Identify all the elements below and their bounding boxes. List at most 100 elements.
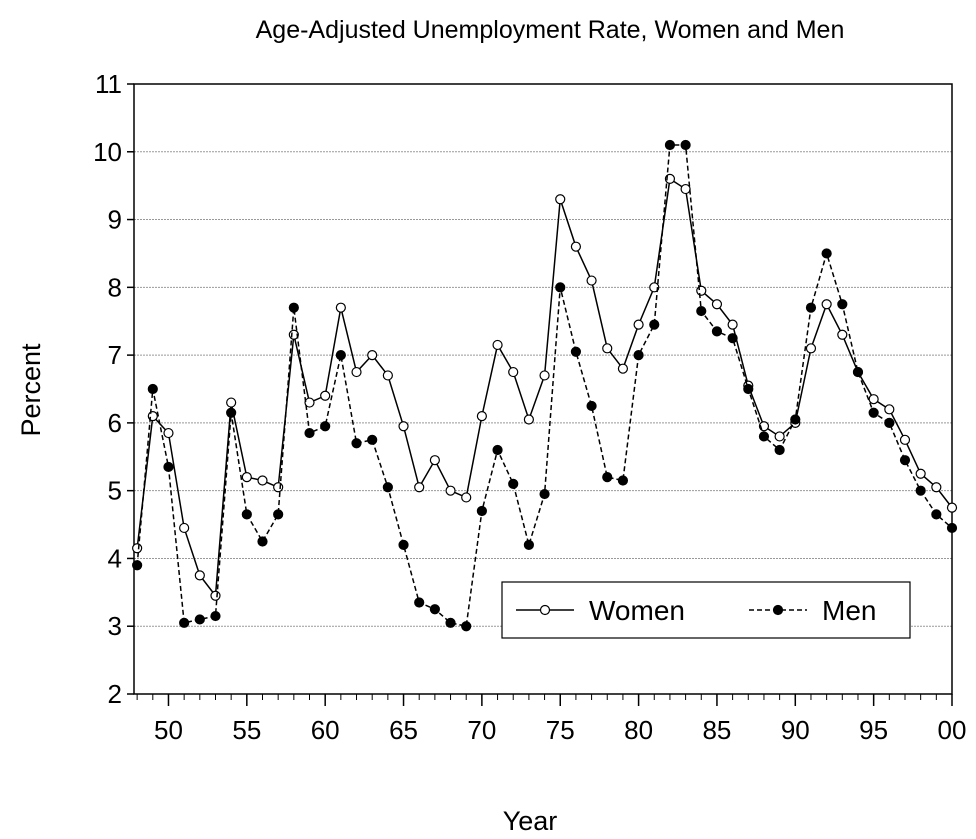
point bbox=[211, 591, 220, 600]
x-tick-label: 75 bbox=[546, 715, 575, 745]
point bbox=[932, 483, 941, 492]
point bbox=[885, 405, 894, 414]
legend: Women Men bbox=[502, 582, 910, 638]
point bbox=[634, 351, 643, 360]
point bbox=[571, 242, 580, 251]
point bbox=[712, 327, 721, 336]
point bbox=[227, 408, 236, 417]
point bbox=[556, 283, 565, 292]
point bbox=[180, 523, 189, 532]
point bbox=[430, 605, 439, 614]
point bbox=[618, 476, 627, 485]
point bbox=[838, 300, 847, 309]
point bbox=[493, 340, 502, 349]
point bbox=[195, 615, 204, 624]
point bbox=[822, 300, 831, 309]
point bbox=[352, 368, 361, 377]
y-tick-label: 6 bbox=[108, 408, 122, 438]
point bbox=[164, 429, 173, 438]
point bbox=[587, 401, 596, 410]
point bbox=[415, 483, 424, 492]
point bbox=[791, 415, 800, 424]
point bbox=[916, 486, 925, 495]
point bbox=[274, 510, 283, 519]
point bbox=[289, 303, 298, 312]
point bbox=[916, 469, 925, 478]
legend-label: Women bbox=[589, 595, 685, 626]
x-tick-label: 95 bbox=[859, 715, 888, 745]
point bbox=[806, 303, 815, 312]
y-tick-label: 3 bbox=[108, 611, 122, 641]
point bbox=[321, 422, 330, 431]
point bbox=[603, 344, 612, 353]
x-tick-label: 90 bbox=[781, 715, 810, 745]
point bbox=[948, 503, 957, 512]
x-tick-label: 70 bbox=[467, 715, 496, 745]
point bbox=[383, 371, 392, 380]
point bbox=[180, 618, 189, 627]
point bbox=[133, 544, 142, 553]
point bbox=[634, 320, 643, 329]
point bbox=[900, 456, 909, 465]
point bbox=[744, 385, 753, 394]
x-tick-label: 00 bbox=[938, 715, 967, 745]
point bbox=[399, 422, 408, 431]
legend-label: Men bbox=[822, 595, 876, 626]
point bbox=[430, 456, 439, 465]
point bbox=[948, 523, 957, 532]
y-tick-label: 10 bbox=[93, 137, 122, 167]
y-tick-label: 9 bbox=[108, 205, 122, 235]
point bbox=[697, 286, 706, 295]
y-tick-label: 5 bbox=[108, 476, 122, 506]
point bbox=[462, 622, 471, 631]
point bbox=[806, 344, 815, 353]
point bbox=[368, 435, 377, 444]
x-tick-label: 60 bbox=[311, 715, 340, 745]
y-tick-label: 2 bbox=[108, 679, 122, 709]
point bbox=[571, 347, 580, 356]
point bbox=[242, 473, 251, 482]
legend-marker bbox=[774, 606, 783, 615]
point bbox=[415, 598, 424, 607]
point bbox=[148, 385, 157, 394]
point bbox=[728, 320, 737, 329]
point bbox=[524, 540, 533, 549]
point bbox=[885, 418, 894, 427]
point bbox=[587, 276, 596, 285]
point bbox=[650, 320, 659, 329]
chart-title: Age-Adjusted Unemployment Rate, Women an… bbox=[256, 16, 845, 44]
point bbox=[540, 371, 549, 380]
point bbox=[258, 476, 267, 485]
point bbox=[477, 412, 486, 421]
point bbox=[446, 618, 455, 627]
x-tick-label: 85 bbox=[702, 715, 731, 745]
point bbox=[227, 398, 236, 407]
point bbox=[336, 303, 345, 312]
point bbox=[869, 408, 878, 417]
point bbox=[336, 351, 345, 360]
y-tick-label: 7 bbox=[108, 340, 122, 370]
x-tick-label: 65 bbox=[389, 715, 418, 745]
series-line bbox=[137, 145, 952, 626]
point bbox=[759, 432, 768, 441]
point bbox=[352, 439, 361, 448]
point bbox=[477, 507, 486, 516]
x-axis-label: Year bbox=[503, 806, 558, 836]
point bbox=[258, 537, 267, 546]
point bbox=[838, 330, 847, 339]
point bbox=[681, 141, 690, 150]
point bbox=[900, 435, 909, 444]
point bbox=[509, 368, 518, 377]
point bbox=[728, 334, 737, 343]
point bbox=[697, 307, 706, 316]
point bbox=[446, 486, 455, 495]
y-tick-label: 8 bbox=[108, 272, 122, 302]
point bbox=[383, 483, 392, 492]
y-axis-label: Percent bbox=[16, 343, 46, 437]
point bbox=[556, 195, 565, 204]
point bbox=[775, 446, 784, 455]
point bbox=[524, 415, 533, 424]
point bbox=[932, 510, 941, 519]
